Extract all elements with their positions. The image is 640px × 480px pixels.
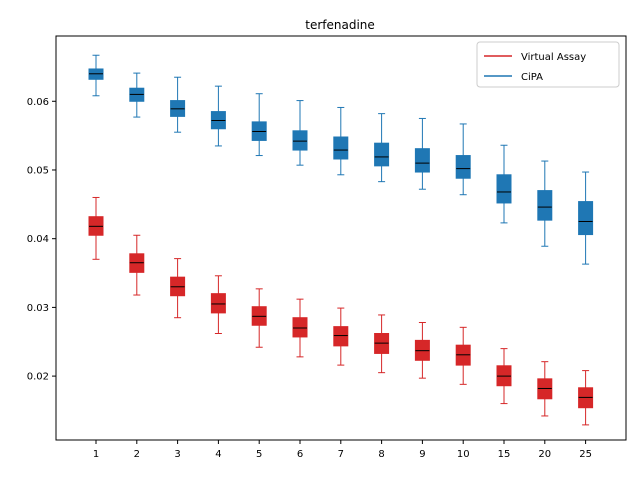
y-axis: 0.02 0.03 0.04 0.05 0.06: [27, 97, 56, 383]
legend-label-cipa: CiPA: [521, 72, 543, 83]
box-body: [292, 317, 308, 338]
x-tick-label: 10: [457, 449, 470, 460]
x-tick-label: 3: [174, 449, 180, 460]
box-virtual-assay-9: [414, 322, 430, 379]
box-body: [578, 201, 594, 236]
box-body: [333, 136, 349, 160]
box-body: [210, 293, 226, 314]
box-cipa-2: [129, 72, 145, 118]
box-cipa-10: [455, 123, 471, 196]
box-virtual-assay-7: [333, 307, 349, 366]
y-tick-label: 0.02: [27, 372, 49, 383]
box-cipa-9: [414, 117, 430, 190]
box-body: [374, 142, 390, 167]
box-cipa-20: [537, 160, 553, 247]
box-virtual-assay-20: [537, 361, 553, 417]
plot-boxes: [88, 54, 594, 426]
x-tick-label: 7: [338, 449, 344, 460]
box-cipa-15: [496, 144, 512, 224]
box-virtual-assay-15: [496, 348, 512, 405]
box-virtual-assay-3: [170, 258, 186, 319]
y-tick-label: 0.05: [27, 165, 49, 176]
x-tick-label: 9: [419, 449, 425, 460]
x-axis: 1 2 3 4 5 6 7 8 9 10 15 20 25: [93, 440, 592, 460]
x-tick-label: 8: [378, 449, 384, 460]
box-body: [496, 174, 512, 204]
box-body: [292, 130, 308, 151]
x-tick-label: 5: [256, 449, 262, 460]
box-body: [455, 155, 471, 179]
box-body: [333, 326, 349, 347]
y-tick-label: 0.06: [27, 97, 49, 108]
box-body: [537, 190, 553, 221]
box-body: [414, 148, 430, 173]
box-virtual-assay-4: [210, 275, 226, 335]
box-cipa-5: [251, 93, 267, 157]
box-virtual-assay-6: [292, 298, 308, 358]
x-tick-label: 2: [134, 449, 140, 460]
box-cipa-4: [210, 85, 226, 147]
box-cipa-1: [88, 54, 104, 97]
box-virtual-assay-1: [88, 196, 104, 260]
x-tick-label: 6: [297, 449, 303, 460]
y-tick-label: 0.04: [27, 234, 49, 245]
legend-frame: [476, 41, 620, 88]
x-tick-label: 20: [538, 449, 551, 460]
box-cipa-7: [333, 106, 349, 176]
y-tick-label: 0.03: [27, 303, 49, 314]
box-virtual-assay-5: [251, 288, 267, 348]
x-tick-label: 15: [498, 449, 511, 460]
x-tick-label: 1: [93, 449, 99, 460]
box-virtual-assay-10: [455, 326, 471, 385]
box-cipa-3: [170, 76, 186, 133]
box-cipa-8: [374, 113, 390, 183]
chart-title: terfenadine: [305, 18, 375, 32]
legend: Virtual Assay CiPA: [476, 41, 620, 88]
box-cipa-6: [292, 100, 308, 166]
box-virtual-assay-2: [129, 234, 145, 296]
x-tick-label: 4: [215, 449, 221, 460]
box-virtual-assay-8: [374, 314, 390, 374]
box-cipa-25: [578, 171, 594, 265]
box-virtual-assay-25: [578, 370, 594, 426]
x-tick-label: 25: [579, 449, 592, 460]
legend-label-virtual-assay: Virtual Assay: [521, 52, 586, 63]
